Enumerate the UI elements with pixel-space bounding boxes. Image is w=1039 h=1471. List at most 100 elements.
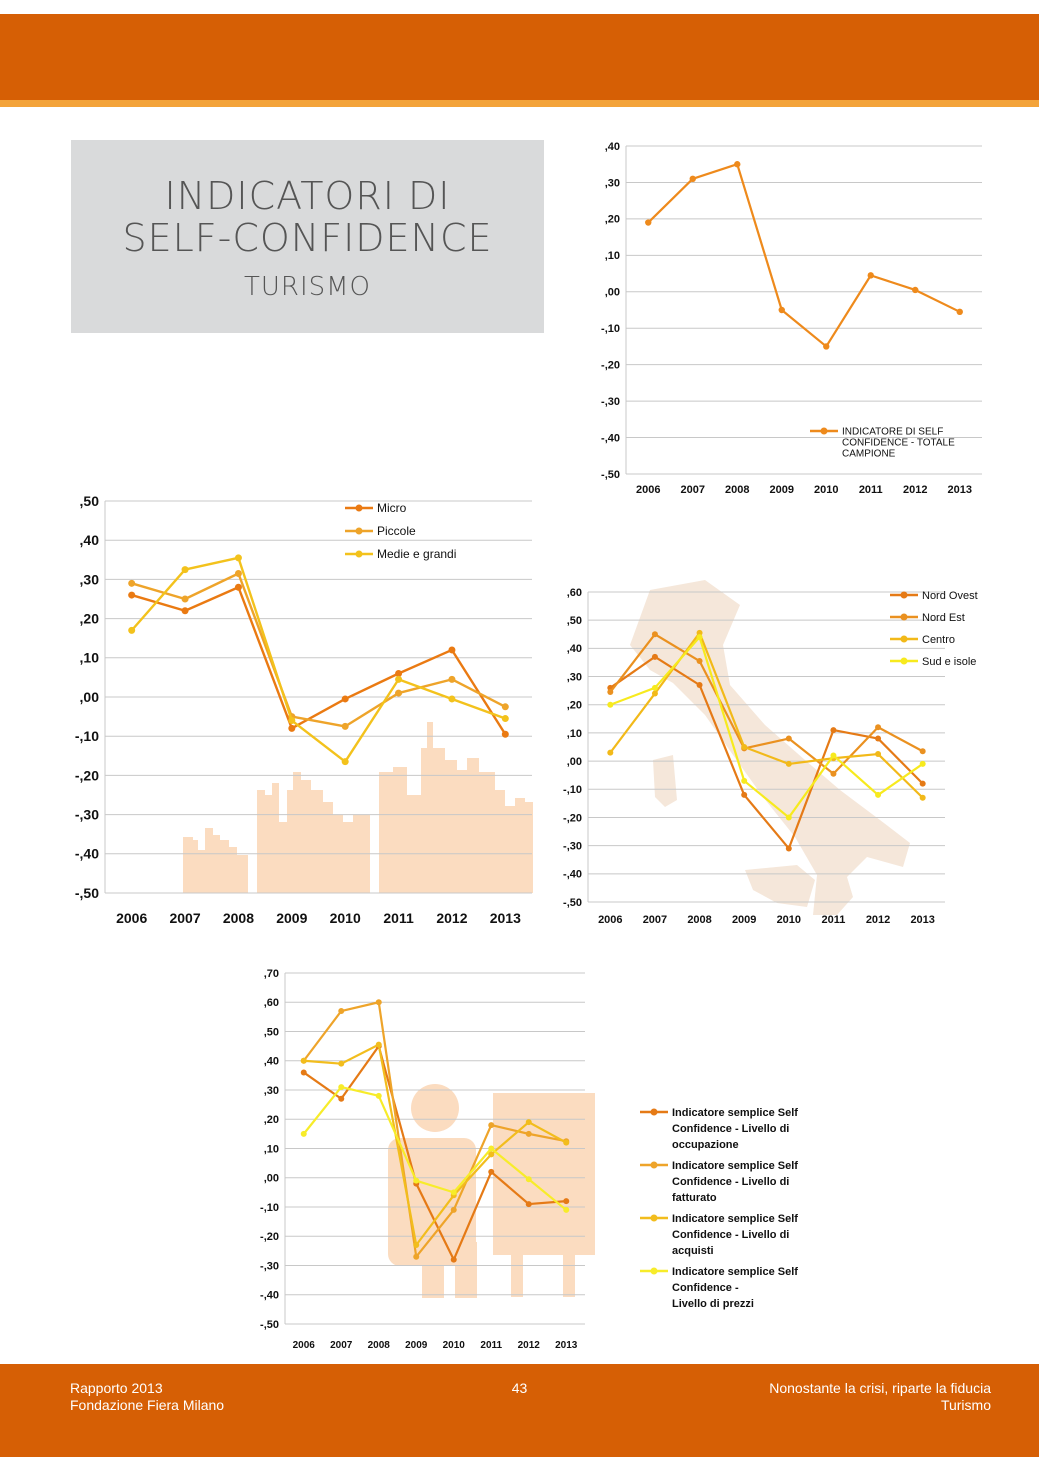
data-point (341, 695, 349, 703)
legend-swatch-dot (355, 550, 363, 558)
x-tick-label: 2006 (598, 914, 622, 926)
legend-label: Indicatore semplice Self (672, 1160, 798, 1172)
x-tick-label: 2013 (490, 910, 521, 926)
x-tick-label: 2008 (725, 484, 749, 496)
data-point (919, 780, 926, 787)
data-point (741, 744, 748, 750)
data-point (956, 308, 963, 316)
page-number: 43 (511, 1380, 528, 1396)
legend-label: Centro (922, 634, 955, 646)
y-tick-label: ,20 (605, 214, 620, 226)
data-point (338, 1060, 345, 1067)
x-tick-label: 2013 (910, 914, 934, 926)
series-line-0 (131, 586, 507, 735)
y-tick-label: -,10 (75, 728, 99, 744)
data-point (651, 684, 658, 691)
data-point (919, 748, 926, 755)
y-tick-label: -,30 (75, 807, 99, 823)
legend-swatch-dot (650, 1267, 658, 1275)
data-point (300, 1057, 307, 1064)
y-tick-label: -,40 (563, 869, 582, 881)
y-tick-label: -,40 (260, 1290, 279, 1302)
data-point (525, 1201, 532, 1208)
footer-report-title: Rapporto 2013 (70, 1380, 163, 1396)
data-point (181, 566, 189, 574)
data-point (375, 1041, 382, 1048)
footer-section-title: Nonostante la crisi, riparte la fiducia (769, 1380, 991, 1396)
series-line-1 (609, 633, 924, 775)
x-tick-label: 2010 (777, 914, 801, 926)
data-point (300, 1130, 307, 1137)
y-tick-label: -,30 (260, 1260, 279, 1272)
data-point (525, 1176, 532, 1183)
legend-label: Indicatore semplice Self (672, 1107, 798, 1119)
data-point (128, 579, 136, 587)
footer-right: Nonostante la crisi, riparte la fiducia … (769, 1380, 991, 1414)
y-tick-label: ,40 (80, 532, 100, 548)
y-tick-label: ,10 (264, 1143, 279, 1155)
data-point (734, 161, 741, 168)
y-tick-label: ,60 (567, 587, 582, 599)
y-tick-label: -,20 (563, 812, 582, 824)
data-point (448, 695, 456, 703)
y-tick-label: -,30 (563, 840, 582, 852)
data-point (234, 570, 242, 578)
header-stripe (0, 100, 1039, 107)
x-tick-label: 2012 (436, 910, 467, 926)
data-point (645, 219, 652, 226)
legend-swatch-dot (650, 1108, 658, 1116)
x-tick-label: 2012 (518, 1340, 541, 1351)
legend-label: Livello di prezzi (672, 1298, 754, 1310)
legend-swatch-dot (355, 504, 363, 512)
y-tick-label: -,20 (75, 767, 99, 783)
x-tick-label: 2008 (223, 910, 254, 926)
x-tick-label: 2009 (732, 914, 756, 926)
legend-label: Nord Est (922, 612, 965, 624)
data-point (234, 583, 242, 591)
x-tick-label: 2011 (859, 484, 883, 496)
x-tick-label: 2011 (383, 910, 414, 926)
x-tick-label: 2010 (330, 910, 361, 926)
data-point (288, 717, 296, 725)
legend-label: fatturato (672, 1192, 717, 1204)
data-point (785, 845, 792, 852)
legend-swatch-dot (900, 635, 908, 643)
series-line-1 (302, 1001, 567, 1258)
data-point (128, 591, 136, 599)
series-line-2 (130, 556, 506, 763)
data-point (300, 1069, 307, 1076)
y-tick-label: ,70 (264, 968, 279, 980)
data-point (867, 272, 874, 279)
legend-label: Indicatore semplice Self (672, 1266, 798, 1278)
title-subtitle: TURISMO (243, 272, 372, 302)
y-tick-label: ,20 (80, 611, 100, 627)
data-point (181, 595, 189, 603)
x-tick-label: 2006 (293, 1340, 316, 1351)
x-tick-label: 2010 (814, 484, 838, 496)
y-tick-label: -,50 (601, 469, 620, 481)
y-tick-label: ,00 (567, 756, 582, 768)
x-tick-label: 2008 (368, 1340, 391, 1351)
x-tick-label: 2009 (770, 484, 794, 496)
legend-swatch-dot (650, 1214, 658, 1222)
y-tick-label: ,10 (567, 728, 582, 740)
data-point (778, 306, 785, 314)
series-line-3 (302, 1085, 567, 1211)
title-line-1: INDICATORI DI (164, 174, 451, 218)
y-tick-label: -,10 (563, 784, 582, 796)
legend-label: Medie e grandi (377, 547, 456, 561)
legend-swatch-dot (900, 591, 908, 599)
data-point (375, 999, 382, 1006)
data-point (563, 1198, 570, 1205)
data-point (488, 1151, 495, 1158)
data-point (785, 735, 792, 742)
y-tick-label: ,40 (605, 141, 620, 153)
data-point (128, 626, 136, 634)
footer-section: Turismo (940, 1397, 991, 1413)
x-tick-label: 2009 (405, 1340, 428, 1351)
data-point (395, 689, 403, 697)
legend-label: Piccole (377, 524, 416, 538)
y-tick-label: ,10 (80, 650, 100, 666)
x-tick-label: 2013 (948, 484, 972, 496)
legend-swatch-dot (900, 613, 908, 621)
